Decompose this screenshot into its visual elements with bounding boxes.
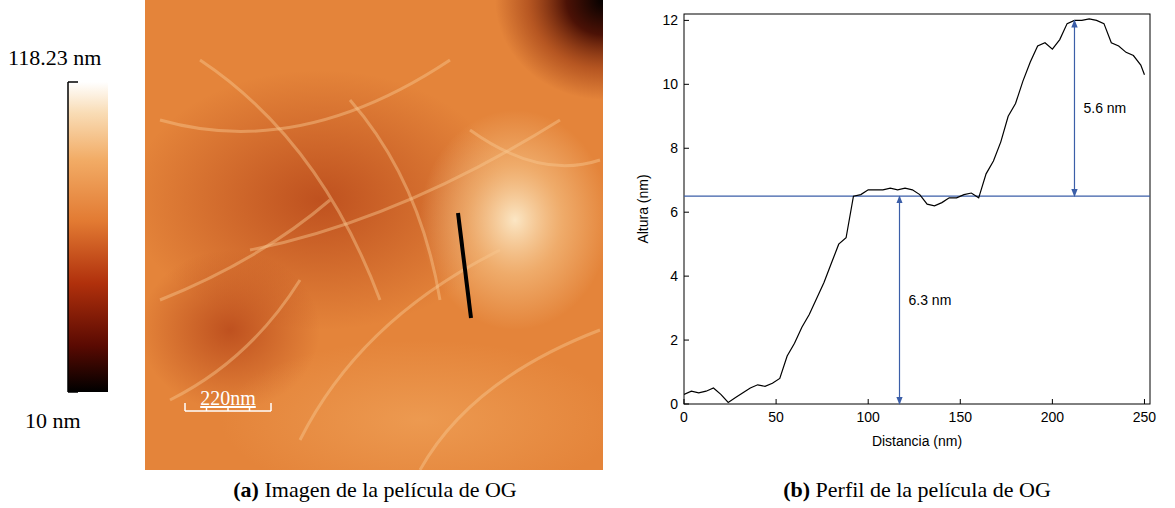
y-axis-title: Altura (nm) bbox=[635, 174, 651, 243]
colorbar bbox=[68, 82, 108, 392]
afm-image bbox=[145, 0, 603, 470]
y-tick bbox=[684, 340, 689, 341]
y-tick-label: 6 bbox=[670, 204, 678, 220]
y-tick bbox=[684, 404, 689, 405]
afm-dark-corner bbox=[495, 0, 603, 100]
annotation-label: 6.3 nm bbox=[909, 292, 952, 308]
x-tick bbox=[1144, 399, 1145, 404]
x-tick bbox=[868, 399, 869, 404]
scale-bar-tick bbox=[270, 403, 272, 411]
caption: (b) Perfil de la película de OG bbox=[783, 477, 1051, 502]
x-tick bbox=[960, 399, 961, 404]
y-tick bbox=[684, 212, 689, 213]
x-tick-label: 100 bbox=[857, 409, 881, 425]
plot-frame bbox=[684, 14, 1150, 404]
y-tick bbox=[684, 148, 689, 149]
annotation-label: 5.6 nm bbox=[1083, 100, 1126, 116]
reference-line bbox=[684, 196, 1150, 197]
afm-fiber bbox=[300, 250, 500, 440]
colorbar-label: 10 nm bbox=[25, 408, 81, 433]
profile-path bbox=[458, 213, 471, 318]
x-axis-title: Distancia (nm) bbox=[872, 433, 962, 449]
y-tick-label: 10 bbox=[662, 76, 678, 92]
x-tick-label: 200 bbox=[1041, 409, 1065, 425]
annotation-arrow bbox=[899, 196, 900, 404]
afm-fiber bbox=[470, 130, 600, 166]
profile-line bbox=[684, 19, 1144, 403]
scale-bar-label: 220nm bbox=[200, 387, 256, 409]
caption-text: Imagen de la película de OG bbox=[259, 477, 517, 502]
annotation-arrow bbox=[1074, 20, 1075, 196]
y-tick-label: 12 bbox=[662, 12, 678, 28]
y-tick-label: 8 bbox=[670, 140, 678, 156]
x-tick bbox=[1052, 399, 1053, 404]
scale-bar-tick bbox=[184, 403, 186, 411]
afm-fiber bbox=[170, 280, 300, 400]
figure: 220nm 118.23 nm 10 nm (a) Imagen de la pelí… bbox=[0, 0, 1175, 508]
x-tick-label: 50 bbox=[768, 409, 784, 425]
colorbar-tick bbox=[68, 391, 78, 393]
y-tick bbox=[684, 276, 689, 277]
afm-fiber bbox=[200, 60, 380, 300]
afm-high-region bbox=[420, 110, 603, 330]
afm-fiber bbox=[350, 100, 440, 300]
caption: (a) Imagen de la película de OG bbox=[233, 477, 517, 502]
colorbar-label: 118.23 nm bbox=[8, 45, 101, 70]
afm-region bbox=[220, 340, 603, 470]
x-tick-label: 150 bbox=[949, 409, 973, 425]
afm-fiber bbox=[160, 60, 450, 131]
colorbar-tick bbox=[68, 81, 78, 83]
x-tick-label: 250 bbox=[1133, 409, 1157, 425]
y-tick-label: 0 bbox=[670, 396, 678, 412]
caption-text: Perfil de la película de OG bbox=[810, 477, 1051, 502]
y-tick-label: 2 bbox=[670, 332, 678, 348]
plot-area bbox=[684, 19, 1150, 403]
x-tick bbox=[776, 399, 777, 404]
x-tick-label: 0 bbox=[680, 409, 688, 425]
y-tick-label: 4 bbox=[670, 268, 678, 284]
y-tick bbox=[684, 20, 689, 21]
afm-fiber bbox=[420, 330, 600, 470]
caption-letter: (b) bbox=[783, 477, 810, 502]
scale-bar: 220nm bbox=[185, 387, 271, 411]
colorbar-axis bbox=[67, 82, 69, 392]
y-tick bbox=[684, 84, 689, 85]
caption-letter: (a) bbox=[233, 477, 259, 502]
x-tick bbox=[684, 399, 685, 404]
afm-fiber bbox=[160, 200, 330, 300]
